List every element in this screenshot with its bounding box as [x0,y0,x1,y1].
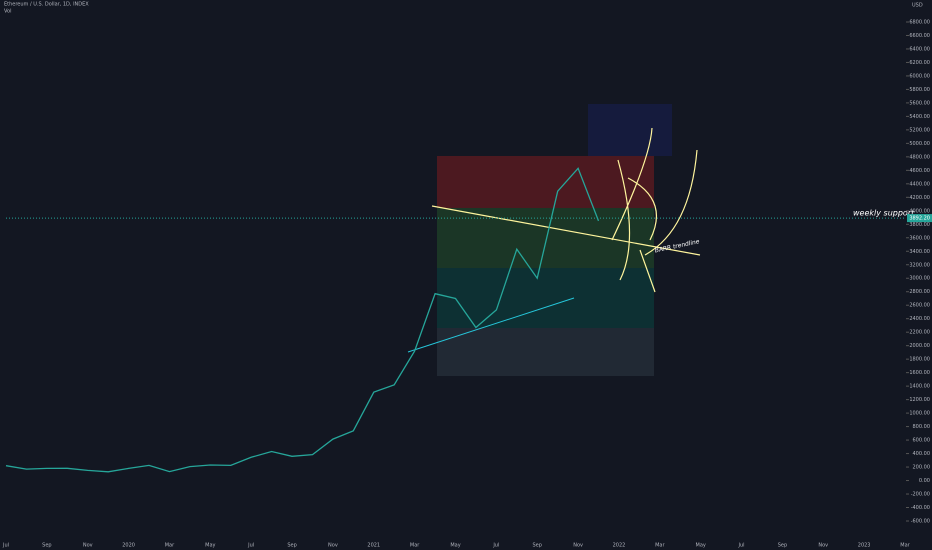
x-tick-label: 2022 [613,543,626,549]
y-tick-label: 2400.00 [909,316,930,322]
y-tick-label: 3000.00 [909,276,930,282]
y-tick-label: 4200.00 [909,195,930,201]
y-tick-label: 5600.00 [909,100,930,106]
y-tick-label: 3600.00 [909,235,930,241]
x-tick-label: Nov [83,543,93,549]
fib-zone [588,104,672,156]
currency: USD [912,3,923,9]
x-tick-label: Nov [818,543,828,549]
y-tick-label: 6600.00 [909,33,930,39]
x-tick-label: Sep [533,543,542,549]
y-tick-label: 600.00 [913,438,931,444]
y-tick-label: 2200.00 [909,330,930,336]
y-tick-label: 3200.00 [909,262,930,268]
y-tick-label: 1600.00 [909,370,930,376]
y-tick-label: 6200.00 [909,60,930,66]
trendline [431,205,701,256]
x-tick-label: 2023 [858,543,871,549]
annotation: weekly support [853,209,915,218]
x-tick-label: May [205,543,215,549]
y-tick-label: 2600.00 [909,303,930,309]
x-tick-label: 2021 [367,543,380,549]
x-tick-label: Mar [410,543,420,549]
fib-zone [437,156,654,208]
chart-title: Ethereum / U.S. Dollar, 1D, INDEX [4,2,89,8]
x-tick-label: Jul [492,543,499,549]
arrow-drawing [611,127,698,293]
y-tick-label: 1400.00 [909,384,930,390]
x-tick-label: Jul [738,543,745,549]
x-tick-label: 2020 [122,543,135,549]
x-tick-label: Jul [247,543,254,549]
y-tick-label: 3400.00 [909,249,930,255]
x-tick-label: Jul [2,543,9,549]
y-tick-label: 5200.00 [909,127,930,133]
x-tick-label: Sep [778,543,787,549]
y-tick-label: 1200.00 [909,397,930,403]
y-tick-label: 2800.00 [909,289,930,295]
y-tick-label: 1000.00 [909,411,930,417]
y-tick-label: 6400.00 [909,46,930,52]
y-tick-label: 4800.00 [909,154,930,160]
y-tick-label: 4000.00 [909,208,930,214]
y-tick-label: 200.00 [913,465,931,471]
y-tick-label: 5800.00 [909,87,930,93]
last-price-label: 3892.20 [909,216,930,222]
y-tick-label: 800.00 [913,424,931,430]
y-tick-label: 6800.00 [909,19,930,25]
y-tick-label: 400.00 [913,451,931,457]
fib-zone [437,268,654,328]
trendline [407,297,575,353]
fib-zone [437,328,654,376]
y-tick-label: 3800.00 [909,222,930,228]
y-tick-label: 0.00 [919,478,930,484]
y-tick-label: 4600.00 [909,168,930,174]
x-tick-label: Mar [900,543,910,549]
y-tick-label: -200.00 [911,492,930,498]
subtitle: Vol [4,9,11,15]
x-tick-label: Sep [42,543,51,549]
x-tick-label: Sep [287,543,296,549]
x-tick-label: Mar [655,543,665,549]
y-tick-label: 6000.00 [909,73,930,79]
x-tick-label: May [450,543,460,549]
y-tick-label: 2000.00 [909,343,930,349]
price-line [5,167,600,473]
x-tick-label: Nov [573,543,583,549]
y-tick-label: -400.00 [911,505,930,511]
x-tick-label: Nov [328,543,338,549]
y-tick-label: 5000.00 [909,141,930,147]
last-price-badge [907,214,932,223]
y-tick-label: -600.00 [911,519,930,525]
fib-zone [437,208,654,268]
x-tick-label: May [696,543,706,549]
y-tick-label: 4400.00 [909,181,930,187]
y-tick-label: 1800.00 [909,357,930,363]
x-tick-label: Mar [165,543,175,549]
y-tick-label: 5400.00 [909,114,930,120]
